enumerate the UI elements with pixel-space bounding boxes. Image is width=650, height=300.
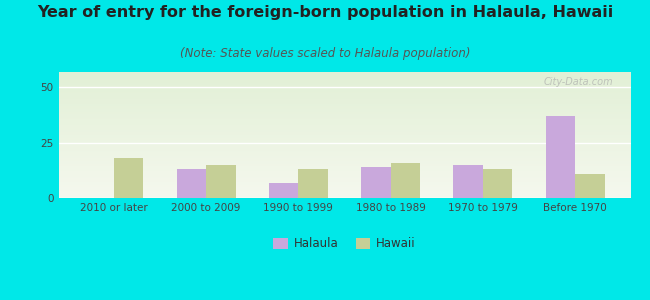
Legend: Halaula, Hawaii: Halaula, Hawaii (268, 233, 421, 255)
Text: Year of entry for the foreign-born population in Halaula, Hawaii: Year of entry for the foreign-born popul… (37, 4, 613, 20)
Bar (453, 165, 483, 198)
Bar (177, 169, 206, 198)
Bar (206, 165, 236, 198)
Bar (483, 169, 512, 198)
Bar (391, 163, 420, 198)
Text: City-Data.com: City-Data.com (543, 77, 614, 87)
Text: (Note: State values scaled to Halaula population): (Note: State values scaled to Halaula po… (180, 46, 470, 59)
Bar (361, 167, 391, 198)
Bar (545, 116, 575, 198)
Bar (114, 158, 144, 198)
Bar (298, 169, 328, 198)
Bar (575, 174, 604, 198)
Bar (269, 182, 298, 198)
